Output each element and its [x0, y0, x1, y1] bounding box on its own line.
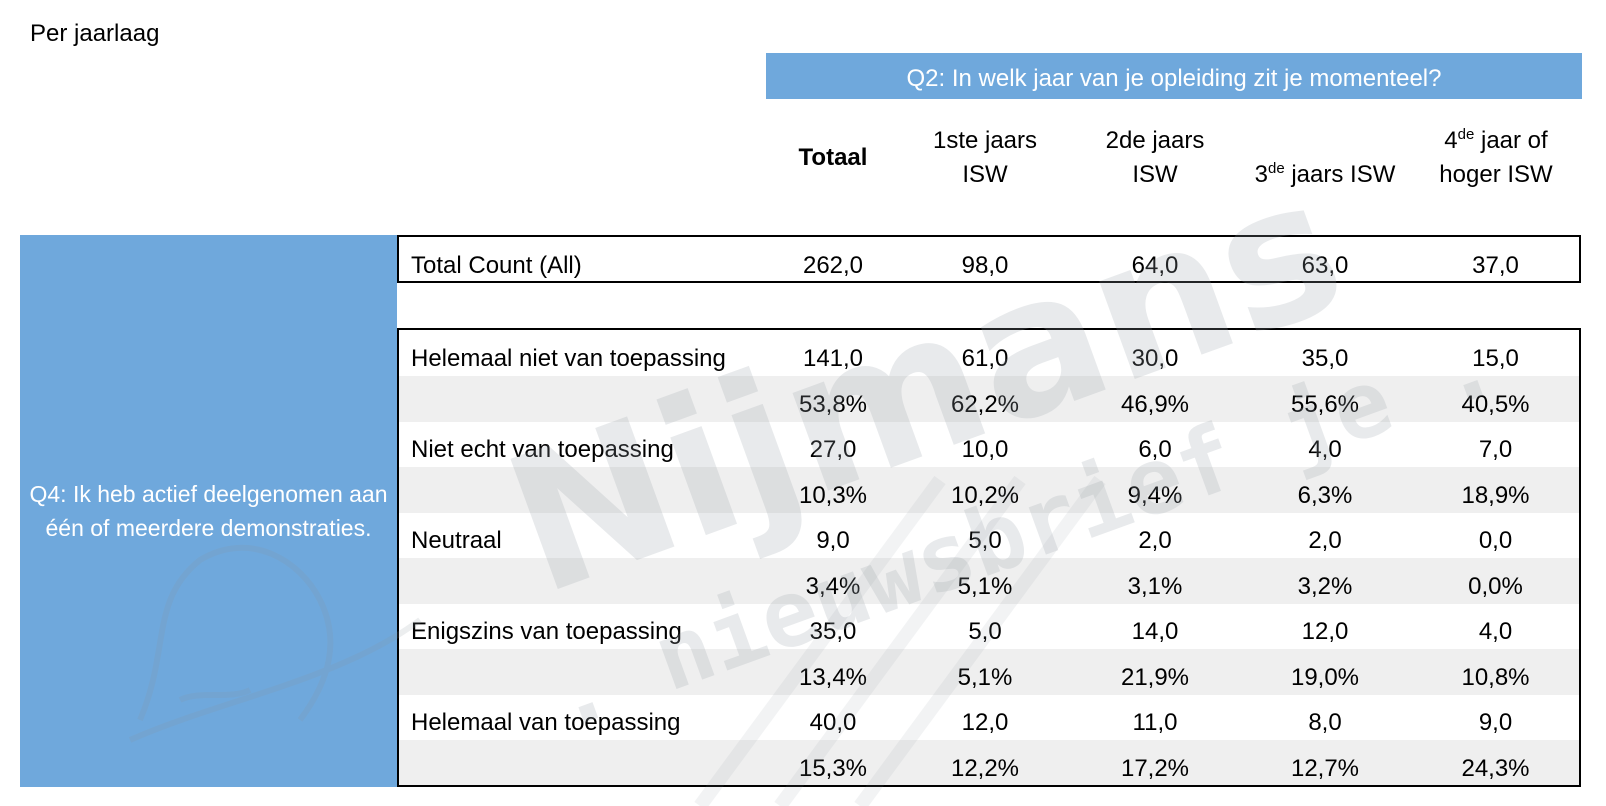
- total-count-box: [397, 235, 1581, 283]
- column-header-year1: 1ste jaars ISW: [900, 118, 1070, 198]
- count-cell: 4,0: [1308, 436, 1342, 463]
- percent-cell: 3,1%: [1127, 573, 1183, 600]
- count-cell: 40,0: [809, 709, 857, 736]
- column-header-year3-rest: jaars ISW: [1284, 161, 1396, 188]
- column-header-year1-line2: ISW: [962, 161, 1008, 188]
- count-cell: 12,0: [961, 709, 1009, 736]
- table-row-percent: 13,4% 5,1% 21,9% 19,0% 10,8%: [397, 649, 1581, 695]
- percent-cell: 62,2%: [950, 391, 1020, 418]
- row-group-header: Q4: Ik heb actief deelgenomen aan één of…: [20, 235, 397, 787]
- count-cell: 0,0: [1478, 527, 1513, 554]
- percent-cell: 19,0%: [1290, 664, 1360, 691]
- total-count-row: Total Count (All) 262,0 98,0 64,0 63,0 3…: [397, 237, 1581, 283]
- column-header-year4-rest: jaar of: [1474, 127, 1548, 154]
- table-row: Niet echt van toepassing 27,0 10,0 6,0 4…: [397, 421, 1581, 467]
- percent-cell: 40,5%: [1461, 391, 1530, 418]
- percent-cell: 17,2%: [1120, 755, 1190, 782]
- percent-cell: 3,4%: [805, 573, 861, 600]
- percent-cell: 24,3%: [1461, 755, 1530, 782]
- percent-cell: 10,8%: [1461, 664, 1530, 691]
- column-header-year4-sup: de: [1457, 126, 1475, 143]
- count-cell: 11,0: [1132, 709, 1178, 736]
- column-group-header: Q2: In welk jaar van je opleiding zit je…: [766, 53, 1582, 99]
- percent-cell: 3,2%: [1297, 573, 1353, 600]
- main-table-border: [397, 328, 1581, 787]
- total-count-cell: 64,0: [1131, 252, 1179, 279]
- row-label: Helemaal niet van toepassing: [411, 345, 726, 372]
- count-cell: 12,0: [1301, 618, 1349, 645]
- count-cell: 35,0: [809, 618, 857, 645]
- count-cell: 15,0: [1472, 345, 1519, 372]
- column-header-year4-line2: hoger ISW: [1439, 161, 1553, 188]
- row-label: Enigszins van toepassing: [411, 618, 682, 645]
- total-count-cell: 262,0: [802, 252, 864, 279]
- percent-cell: 18,9%: [1461, 482, 1530, 509]
- table-row-percent: 53,8% 62,2% 46,9% 55,6% 40,5%: [397, 376, 1581, 422]
- percent-cell: 10,3%: [798, 482, 868, 509]
- count-cell: 2,0: [1138, 527, 1172, 554]
- count-cell: 27,0: [809, 436, 857, 463]
- count-cell: 35,0: [1301, 345, 1349, 372]
- count-cell: 10,0: [961, 436, 1009, 463]
- column-header-totaal: Totaal: [766, 118, 900, 198]
- percent-cell: 0,0%: [1468, 573, 1523, 600]
- row-label: Helemaal van toepassing: [411, 709, 681, 736]
- count-cell: 7,0: [1478, 436, 1513, 463]
- total-count-cell: 63,0: [1301, 252, 1349, 279]
- table-row-percent: 3,4% 5,1% 3,1% 3,2% 0,0%: [397, 558, 1581, 604]
- column-header-year1-line1: 1ste jaars: [932, 127, 1038, 154]
- percent-cell: 6,3%: [1297, 482, 1353, 509]
- count-cell: 141,0: [802, 345, 864, 372]
- column-header-year3: 3de jaars ISW: [1240, 118, 1410, 198]
- count-cell: 9,0: [816, 527, 850, 554]
- column-header-totaal-label: Totaal: [798, 144, 868, 171]
- column-header-year2: 2de jaars ISW: [1070, 118, 1240, 198]
- percent-cell: 15,3%: [798, 755, 868, 782]
- percent-cell: 46,9%: [1120, 391, 1190, 418]
- percent-cell: 55,6%: [1290, 391, 1360, 418]
- column-header-year4-number: 4: [1444, 127, 1458, 154]
- percent-cell: 10,2%: [950, 482, 1020, 509]
- total-count-cell: 37,0: [1472, 252, 1519, 279]
- column-header-year3-number: 3: [1254, 161, 1268, 188]
- percent-cell: 5,1%: [957, 664, 1013, 691]
- count-cell: 5,0: [968, 618, 1002, 645]
- column-header-year4: 4de jaar of hoger ISW: [1410, 118, 1582, 198]
- table-row-percent: 15,3% 12,2% 17,2% 12,7% 24,3%: [397, 740, 1581, 785]
- column-header-year3-sup: de: [1267, 160, 1285, 177]
- column-header-year2-line1: 2de jaars: [1105, 127, 1205, 154]
- column-header-year2-line2: ISW: [1132, 161, 1178, 188]
- count-cell: 61,0: [961, 345, 1009, 372]
- count-cell: 14,0: [1131, 618, 1179, 645]
- total-count-cell: 98,0: [961, 252, 1009, 279]
- count-cell: 8,0: [1308, 709, 1342, 736]
- count-cell: 6,0: [1138, 436, 1172, 463]
- table-row: Helemaal van toepassing 40,0 12,0 11,0 8…: [397, 694, 1581, 740]
- percent-cell: 5,1%: [957, 573, 1013, 600]
- count-cell: 9,0: [1478, 709, 1513, 736]
- percent-cell: 12,2%: [950, 755, 1020, 782]
- row-label: Niet echt van toepassing: [411, 436, 674, 463]
- percent-cell: 53,8%: [798, 391, 868, 418]
- row-label: Neutraal: [411, 527, 502, 554]
- total-count-label: Total Count (All): [411, 252, 582, 279]
- page-title: Per jaarlaag: [30, 20, 160, 47]
- count-cell: 30,0: [1131, 345, 1179, 372]
- count-cell: 5,0: [968, 527, 1002, 554]
- percent-cell: 21,9%: [1120, 664, 1190, 691]
- percent-cell: 12,7%: [1290, 755, 1360, 782]
- percent-cell: 13,4%: [798, 664, 868, 691]
- table-row: Helemaal niet van toepassing 141,0 61,0 …: [397, 330, 1581, 376]
- row-group-header-label: Q4: Ik heb actief deelgenomen aan één of…: [29, 481, 388, 541]
- percent-cell: 9,4%: [1127, 482, 1183, 509]
- table-row-percent: 10,3% 10,2% 9,4% 6,3% 18,9%: [397, 467, 1581, 513]
- table-row: Enigszins van toepassing 35,0 5,0 14,0 1…: [397, 603, 1581, 649]
- count-cell: 4,0: [1478, 618, 1513, 645]
- table-row: Neutraal 9,0 5,0 2,0 2,0 0,0: [397, 512, 1581, 558]
- count-cell: 2,0: [1308, 527, 1342, 554]
